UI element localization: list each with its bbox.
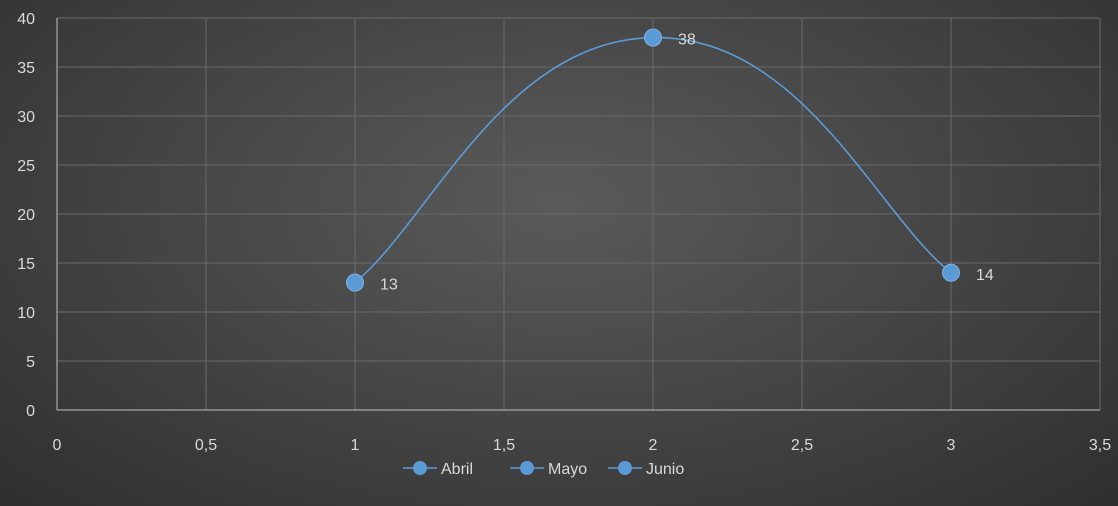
legend-label: Abril <box>441 461 473 478</box>
legend-marker-icon <box>618 461 632 475</box>
data-point-marker <box>346 273 364 292</box>
grid-lines <box>57 17 1101 410</box>
data-point-marker <box>644 28 662 47</box>
y-tick-label: 20 <box>17 207 35 224</box>
data-label: 13 <box>380 277 398 294</box>
x-tick-label: 1,5 <box>493 437 515 454</box>
x-tick-label: 0,5 <box>195 437 217 454</box>
data-point-marker <box>942 263 960 282</box>
y-tick-label: 40 <box>17 11 35 28</box>
data-label: 14 <box>976 267 994 284</box>
y-tick-label: 35 <box>17 60 35 77</box>
x-tick-label: 3 <box>947 437 956 454</box>
x-tick-label: 0 <box>53 437 62 454</box>
y-tick-label: 25 <box>17 158 35 175</box>
y-tick-label: 15 <box>17 256 35 273</box>
legend-item: Mayo <box>510 461 587 478</box>
data-label: 38 <box>678 32 696 49</box>
legend-item: Junio <box>608 461 684 478</box>
legend-label: Junio <box>646 461 684 478</box>
y-tick-label: 30 <box>17 109 35 126</box>
data-labels: 13 38 14 <box>380 32 994 294</box>
x-tick-label: 2,5 <box>791 437 813 454</box>
legend-label: Mayo <box>548 461 587 478</box>
y-tick-label: 5 <box>26 354 35 371</box>
x-tick-label: 1 <box>351 437 360 454</box>
x-tick-label: 3,5 <box>1089 437 1111 454</box>
legend-marker-icon <box>520 461 534 475</box>
series-layer <box>346 28 960 292</box>
y-tick-label: 0 <box>26 403 35 420</box>
axes: 0 5 10 15 20 25 30 35 40 0 0,5 1 1,5 2 2,5 3 3,5 <box>17 11 1111 454</box>
y-tick-label: 10 <box>17 305 35 322</box>
x-tick-label: 2 <box>649 437 658 454</box>
legend-marker-icon <box>413 461 427 475</box>
legend-item: Abril <box>403 461 473 478</box>
legend: Abril Mayo Junio <box>403 461 684 478</box>
